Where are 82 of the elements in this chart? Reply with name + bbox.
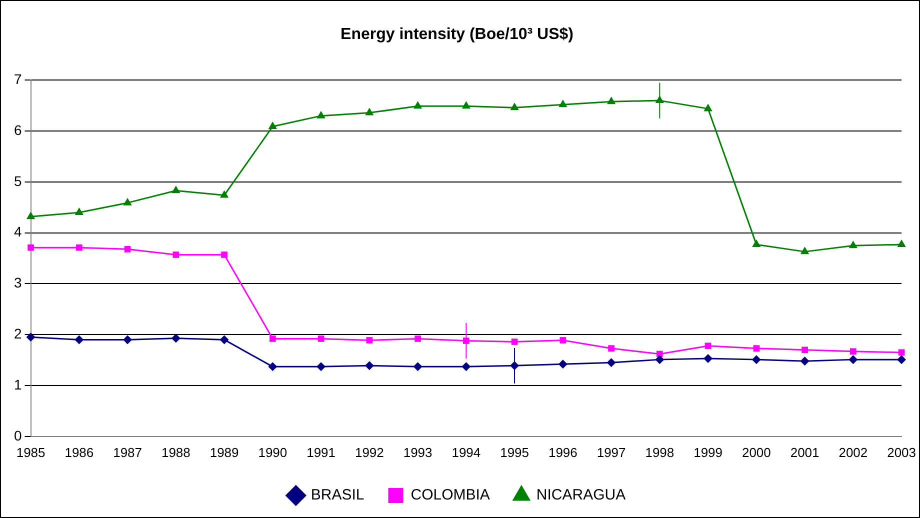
point	[800, 356, 810, 366]
x-tick-label: 1992	[354, 444, 384, 460]
point	[26, 212, 36, 220]
point	[704, 104, 712, 112]
x-tick-label: 1985	[16, 444, 46, 460]
point	[752, 240, 761, 248]
y-tick-label: 5	[14, 172, 22, 189]
point	[221, 252, 228, 258]
point	[462, 362, 471, 372]
x-tick-label: 1990	[258, 444, 288, 460]
x-tick-label: 2002	[838, 444, 868, 460]
point	[655, 355, 664, 364]
point	[462, 101, 470, 109]
x-tick-label: 2000	[742, 444, 771, 460]
point	[316, 362, 326, 372]
x-tick-label: 2003	[887, 444, 916, 460]
point	[560, 337, 566, 344]
point	[753, 345, 760, 352]
y-tick-label: 0	[14, 427, 22, 444]
point	[123, 198, 132, 206]
point	[558, 100, 568, 108]
point	[897, 240, 906, 248]
point	[365, 108, 374, 116]
x-tick-label: 1995	[500, 444, 529, 460]
legend-label: NICARAGUA	[536, 486, 626, 504]
y-tick-label: 1	[14, 376, 22, 392]
point	[848, 355, 858, 364]
x-tick-label: 1998	[645, 444, 674, 460]
point	[897, 355, 906, 364]
point	[413, 101, 422, 109]
point	[606, 358, 616, 368]
legend-label: COLOMBIA	[410, 486, 490, 504]
point	[171, 334, 180, 343]
point	[366, 337, 373, 344]
x-tick-label: 1989	[210, 444, 239, 460]
point	[800, 246, 810, 254]
x-tick-label: 1994	[452, 444, 481, 460]
point	[123, 335, 132, 344]
point	[850, 348, 856, 355]
point	[76, 244, 82, 251]
point	[269, 336, 276, 342]
point	[172, 186, 180, 194]
point	[268, 122, 277, 130]
x-tick-label: 1988	[161, 444, 190, 460]
point	[511, 338, 518, 345]
point	[848, 240, 858, 248]
point	[172, 252, 180, 258]
point	[802, 346, 808, 354]
point	[220, 335, 229, 344]
x-tick-label: 1997	[596, 444, 626, 460]
point	[704, 342, 712, 350]
point	[414, 336, 421, 342]
point	[28, 244, 34, 251]
point	[316, 110, 326, 118]
point	[606, 96, 616, 104]
point	[510, 102, 519, 110]
point	[364, 361, 374, 370]
y-tick-label: 3	[14, 274, 22, 291]
point	[74, 335, 84, 344]
y-tick-label: 6	[14, 122, 22, 138]
x-tick-label: 1996	[548, 444, 578, 460]
legend-label: BRASIL	[310, 486, 364, 504]
x-tick-label: 1999	[694, 444, 722, 460]
y-tick-label: 4	[14, 224, 22, 240]
y-tick-label: 2	[14, 325, 22, 342]
point	[608, 345, 614, 352]
point	[74, 208, 84, 216]
point	[413, 362, 422, 372]
point	[318, 336, 324, 342]
x-tick-label: 2001	[790, 444, 820, 460]
y-tick-label: 7	[14, 71, 22, 88]
x-tick-label: 1991	[306, 444, 336, 460]
x-tick-label: 1993	[403, 444, 432, 460]
point	[220, 190, 229, 198]
chart-title: Energy intensity (Boe/10³ US$)	[340, 26, 574, 44]
point	[752, 355, 761, 364]
point	[704, 354, 713, 364]
point	[124, 246, 131, 252]
point	[268, 362, 278, 372]
point	[558, 360, 568, 369]
x-tick-label: 1987	[113, 444, 142, 460]
x-tick-label: 1986	[64, 444, 94, 460]
